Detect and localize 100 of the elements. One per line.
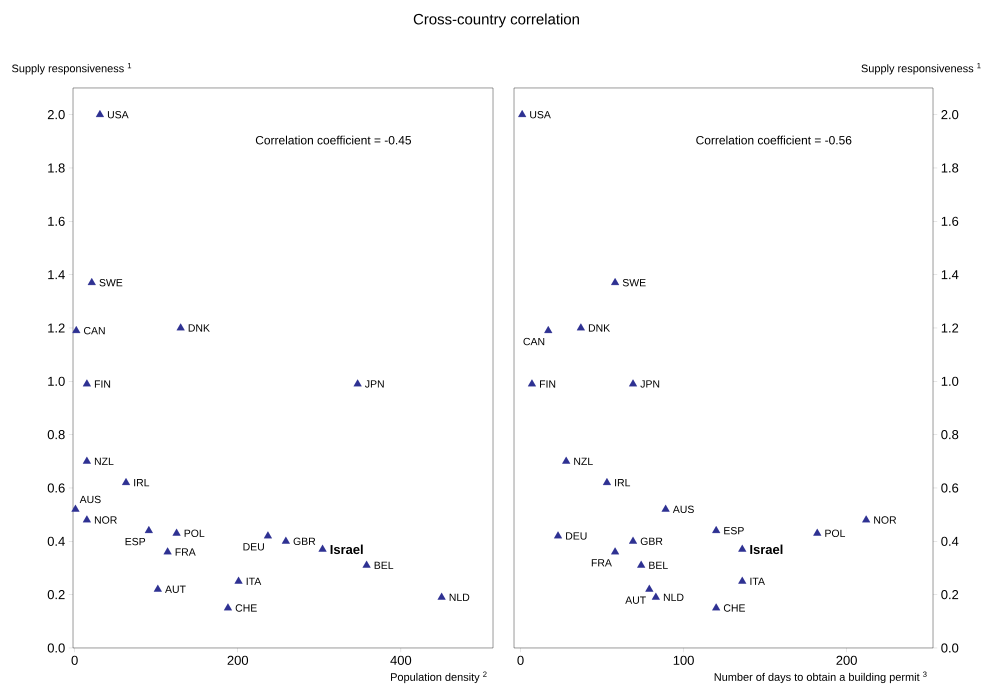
y-tick-label: 0.0 — [48, 643, 65, 653]
y-tick-label: 2.0 — [941, 110, 958, 120]
y-tick-label: 0.4 — [48, 536, 65, 546]
y-tick-label: 0.2 — [48, 590, 65, 600]
point — [712, 526, 720, 534]
annotation: CAN — [523, 338, 544, 346]
x-tick-label: 400 — [390, 656, 412, 665]
x-tick-label: 200 — [836, 656, 857, 665]
point — [518, 110, 526, 118]
point — [362, 560, 371, 568]
annotation: BEL — [649, 562, 668, 569]
annotation: POL — [825, 530, 846, 538]
annotation: FRA — [176, 548, 196, 556]
chart-title: Cross-country correlation — [414, 14, 579, 28]
annotation: AUS — [80, 496, 101, 504]
annotation: DNK — [588, 324, 610, 332]
y-tick-label: 1.8 — [48, 163, 65, 173]
point — [602, 478, 612, 486]
annotation: ESP — [724, 526, 744, 534]
point — [554, 531, 562, 538]
point — [164, 547, 172, 554]
annotation: NLD — [450, 594, 470, 601]
annotation: NZL — [574, 458, 593, 465]
point — [645, 584, 654, 592]
point — [82, 515, 91, 522]
annotation: DEU — [566, 532, 587, 540]
point — [234, 576, 243, 584]
point — [224, 603, 232, 610]
point — [88, 278, 96, 286]
annotation: USA — [530, 110, 551, 118]
annotation: BEL — [374, 562, 394, 569]
point — [96, 110, 104, 118]
y-tick-label: 1.4 — [48, 270, 65, 280]
point — [637, 560, 646, 568]
annotation: SWE — [99, 278, 122, 286]
x-tick-label: 100 — [674, 656, 694, 665]
point — [611, 278, 620, 286]
point — [712, 603, 720, 610]
y-tick-label: 1.6 — [942, 216, 958, 226]
point — [282, 536, 290, 544]
y-tick-label: 0.6 — [941, 483, 958, 493]
y-tick-label: 1.0 — [942, 376, 958, 386]
point — [82, 379, 91, 386]
y-tick-label: 0.8 — [941, 430, 958, 440]
point — [738, 544, 746, 552]
point — [318, 544, 327, 552]
x-tick-label: 0 — [72, 656, 78, 665]
y-tick-label: 1.0 — [48, 376, 65, 386]
point — [528, 379, 536, 386]
y-tick-label: 1.8 — [942, 163, 958, 173]
point — [562, 456, 570, 464]
annotation: GBR — [640, 538, 662, 546]
annotation: NOR — [94, 516, 117, 524]
point — [576, 323, 585, 330]
annotation: Correlation coefficient = -0.45 — [256, 136, 412, 144]
annotation: FRA — [592, 559, 612, 566]
annotation: JPN — [364, 380, 384, 388]
y-axis-title: Supply responsiveness $^{1}$ — [861, 62, 981, 74]
y-tick-label: 0.6 — [48, 483, 65, 493]
annotation: CHE — [724, 604, 745, 612]
annotation: NLD — [664, 594, 684, 601]
point — [354, 379, 362, 386]
annotation: IRL — [134, 479, 150, 486]
point — [82, 456, 91, 464]
x-tick-label: 0 — [517, 656, 524, 665]
point — [144, 526, 153, 534]
point — [862, 515, 870, 522]
point — [611, 547, 620, 554]
annotation: POL — [184, 530, 204, 538]
point — [71, 504, 80, 512]
y-tick-label: 1.6 — [48, 216, 65, 226]
x-tick-label: 200 — [228, 656, 248, 665]
annotation: NZL — [94, 458, 114, 465]
annotation: GBR — [294, 538, 316, 546]
point — [544, 326, 552, 334]
annotation: Israel — [750, 544, 782, 554]
point — [172, 528, 181, 536]
annotation: NOR — [874, 516, 896, 524]
x-axis-title: Population density $^{2}$ — [391, 672, 487, 684]
y-tick-label: 1.4 — [942, 270, 958, 280]
annotation: FIN — [94, 380, 110, 388]
point — [628, 536, 638, 544]
y-axis-title: Supply responsiveness $^{1}$ — [12, 62, 132, 74]
y-tick-label: 0.0 — [941, 643, 958, 653]
y-tick-label: 1.2 — [48, 323, 65, 333]
point — [122, 478, 130, 486]
annotation: AUS — [672, 506, 694, 514]
point — [72, 326, 80, 334]
y-tick-label: 1.2 — [942, 323, 958, 333]
annotation: ITA — [750, 578, 765, 585]
annotation: USA — [108, 110, 129, 118]
y-tick-label: 2.0 — [48, 110, 65, 120]
annotation: CAN — [84, 326, 105, 334]
annotation: AUT — [625, 596, 646, 604]
point — [628, 379, 638, 386]
point — [264, 531, 272, 538]
point — [813, 528, 822, 536]
annotation: SWE — [622, 278, 646, 286]
annotation: Correlation coefficient = -0.56 — [696, 136, 852, 144]
y-tick-label: 0.2 — [941, 590, 958, 600]
